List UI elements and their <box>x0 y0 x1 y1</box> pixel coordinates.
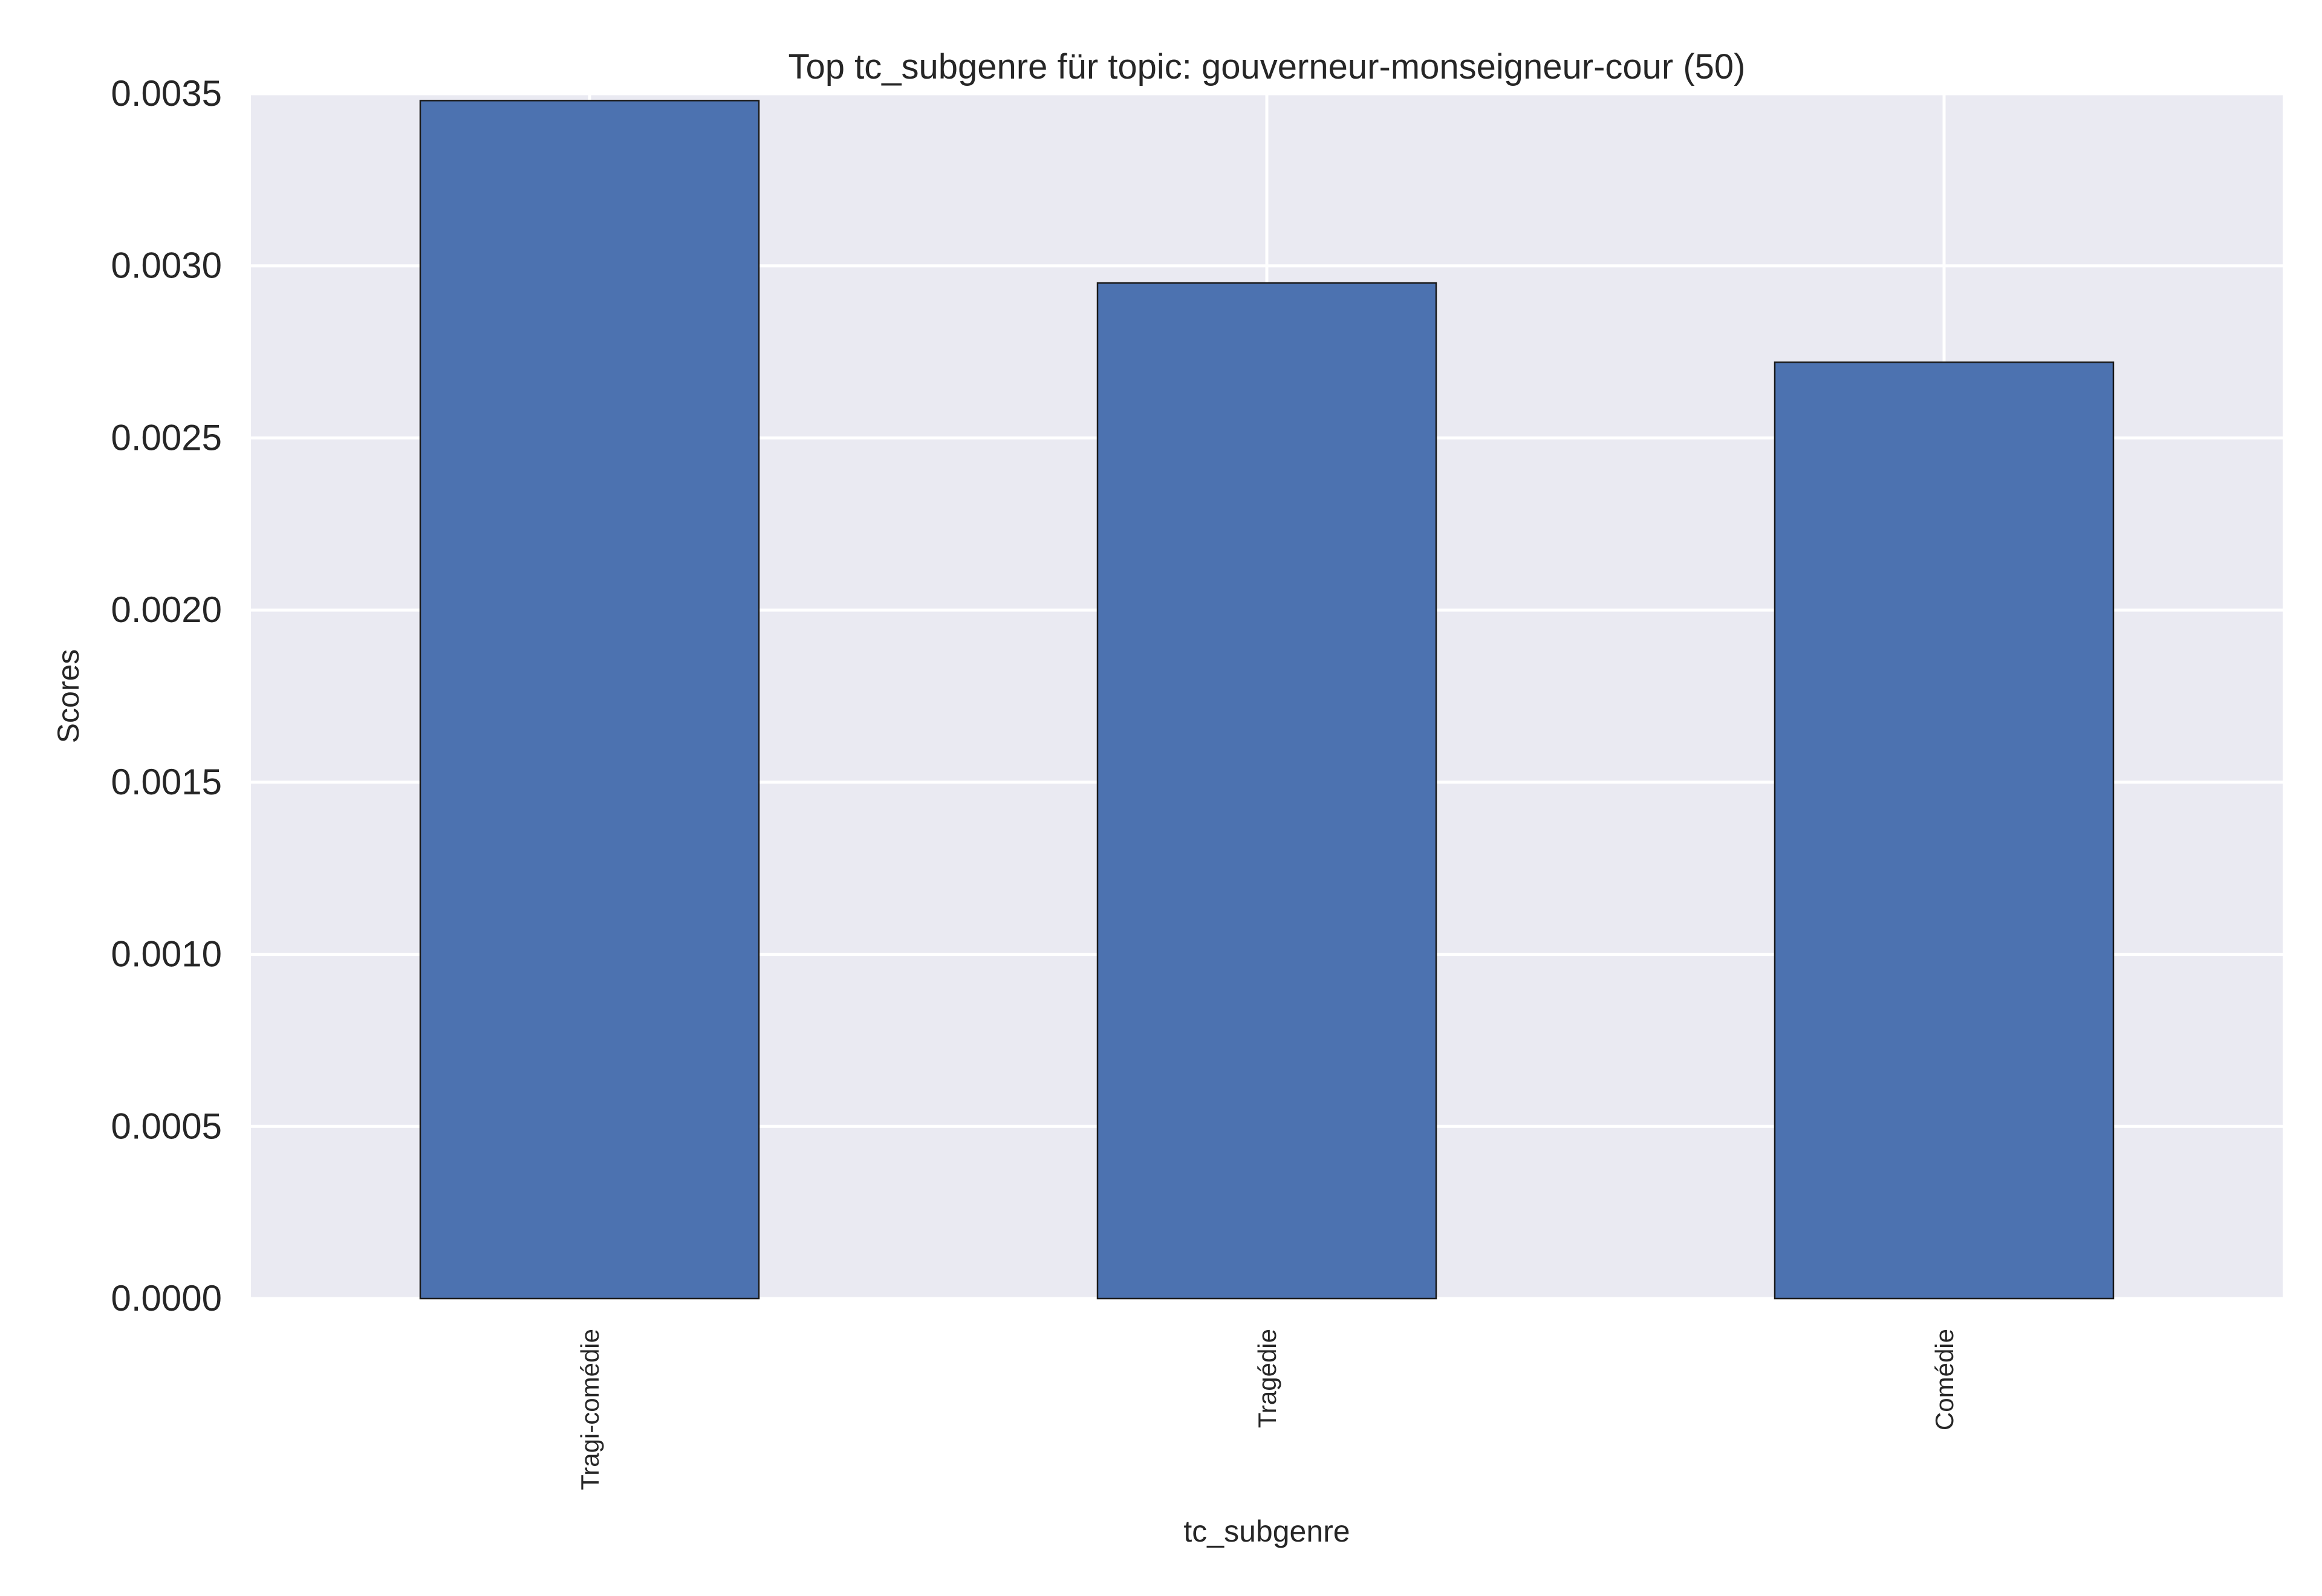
x-tick-label: Tragédie <box>1253 1329 1281 1428</box>
y-tick-label: 0.0030 <box>111 245 222 286</box>
plot-area <box>251 92 2283 1300</box>
chart-title: Top tc_subgenre für topic: gouverneur-mo… <box>789 47 1746 86</box>
y-tick-label: 0.0005 <box>111 1106 222 1146</box>
y-tick-label: 0.0010 <box>111 934 222 975</box>
bar <box>1774 361 2115 1300</box>
y-tick-label: 0.0015 <box>111 762 222 802</box>
y-tick-label: 0.0000 <box>111 1278 222 1319</box>
x-tick-label: Tragi-comédie <box>576 1329 604 1490</box>
bar <box>419 100 760 1300</box>
y-axis-title: Scores <box>51 649 85 744</box>
x-tick-label: Comédie <box>1930 1329 1959 1430</box>
y-tick-label: 0.0025 <box>111 417 222 458</box>
x-axis-title: tc_subgenre <box>1183 1514 1350 1548</box>
bar <box>1096 282 1437 1300</box>
y-tick-label: 0.0020 <box>111 589 222 630</box>
y-tick-label: 0.0035 <box>111 73 222 114</box>
